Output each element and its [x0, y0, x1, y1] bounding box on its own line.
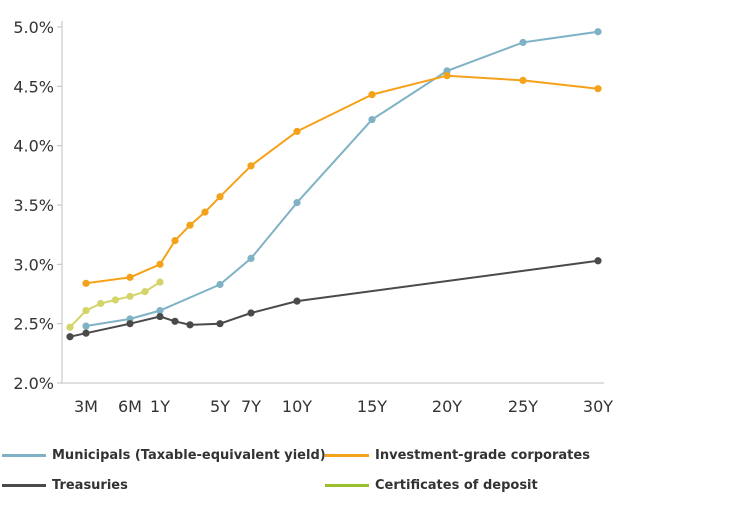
legend-item-cds: Certificates of deposit	[325, 478, 538, 493]
data-point	[97, 299, 105, 308]
y-tick-label: 3.0%	[13, 255, 54, 274]
data-point	[201, 208, 209, 216]
data-point	[126, 273, 134, 281]
legend: Municipals (Taxable-equivalent yield) In…	[0, 440, 752, 514]
legend-label-cds: Certificates of deposit	[375, 478, 538, 493]
data-point	[156, 307, 164, 315]
data-point	[186, 221, 194, 229]
data-point	[594, 85, 602, 93]
legend-item-corporates: Investment-grade corporates	[325, 448, 590, 463]
data-point	[82, 307, 90, 315]
y-tick-label: 4.5%	[13, 77, 54, 96]
data-point	[443, 72, 451, 80]
data-point	[368, 115, 376, 124]
series-line	[69, 259, 599, 338]
x-tick-label: 6M	[118, 397, 142, 416]
data-point	[141, 288, 149, 296]
data-point	[126, 292, 134, 300]
data-point	[171, 317, 179, 325]
data-point	[186, 321, 194, 329]
data-point	[247, 254, 255, 262]
x-tick-label: 15Y	[357, 397, 387, 416]
data-point	[111, 296, 119, 304]
x-tick-label: 1Y	[150, 397, 170, 416]
data-point	[82, 322, 90, 330]
data-point	[247, 162, 255, 170]
legend-item-municipals: Municipals (Taxable-equivalent yield)	[2, 448, 326, 463]
series-2	[66, 257, 602, 341]
y-axis: 2.0% 2.5% 3.0% 3.5% 4.0% 4.5% 5.0%	[13, 18, 63, 393]
data-point	[156, 278, 164, 286]
y-tick-label: 4.0%	[13, 137, 54, 156]
y-tick-label: 2.0%	[13, 374, 54, 393]
series-line	[85, 30, 599, 327]
data-point	[594, 28, 602, 36]
data-point	[171, 237, 179, 245]
x-axis: 3M 6M 1Y 5Y 7Y 10Y 15Y 20Y 25Y 30Y	[62, 382, 613, 416]
legend-label-municipals: Municipals (Taxable-equivalent yield)	[52, 448, 326, 463]
data-point	[594, 257, 602, 265]
data-point	[519, 38, 527, 47]
x-tick-label: 20Y	[432, 397, 462, 416]
data-point	[82, 329, 90, 337]
y-tick-label: 2.5%	[13, 315, 54, 334]
data-point	[293, 199, 301, 207]
data-point	[156, 312, 164, 321]
x-tick-label: 3M	[74, 397, 98, 416]
x-tick-label: 10Y	[282, 397, 312, 416]
legend-swatch-treasuries	[2, 484, 46, 487]
data-point	[216, 193, 224, 201]
legend-label-corporates: Investment-grade corporates	[375, 448, 590, 463]
data-point	[216, 320, 224, 328]
data-point	[216, 280, 224, 289]
data-point	[368, 91, 376, 99]
legend-swatch-municipals	[2, 454, 46, 457]
data-point	[293, 297, 301, 305]
x-tick-label: 7Y	[241, 397, 261, 416]
y-tick-label: 3.5%	[13, 196, 54, 215]
yield-curve-chart: 2.0% 2.5% 3.0% 3.5% 4.0% 4.5% 5.0% 3M 6M 1Y 5Y 7Y 1…	[13, 18, 613, 416]
x-tick-label: 5Y	[210, 397, 230, 416]
x-tick-label: 25Y	[508, 397, 538, 416]
data-point	[126, 320, 134, 328]
legend-item-treasuries: Treasuries	[2, 478, 128, 493]
y-tick-label: 5.0%	[13, 18, 54, 37]
legend-swatch-cds	[325, 484, 369, 487]
x-tick-label: 30Y	[583, 397, 613, 416]
series-lines	[66, 28, 602, 341]
data-point	[293, 127, 301, 136]
data-point	[156, 260, 164, 268]
legend-label-treasuries: Treasuries	[52, 478, 128, 493]
series-line	[85, 74, 599, 285]
data-point	[82, 279, 90, 287]
data-point	[66, 323, 74, 331]
series-1	[82, 72, 602, 287]
series-3	[66, 278, 164, 331]
legend-swatch-corporates	[325, 454, 369, 457]
data-point	[66, 333, 74, 341]
data-point	[519, 76, 527, 84]
data-point	[247, 309, 255, 317]
